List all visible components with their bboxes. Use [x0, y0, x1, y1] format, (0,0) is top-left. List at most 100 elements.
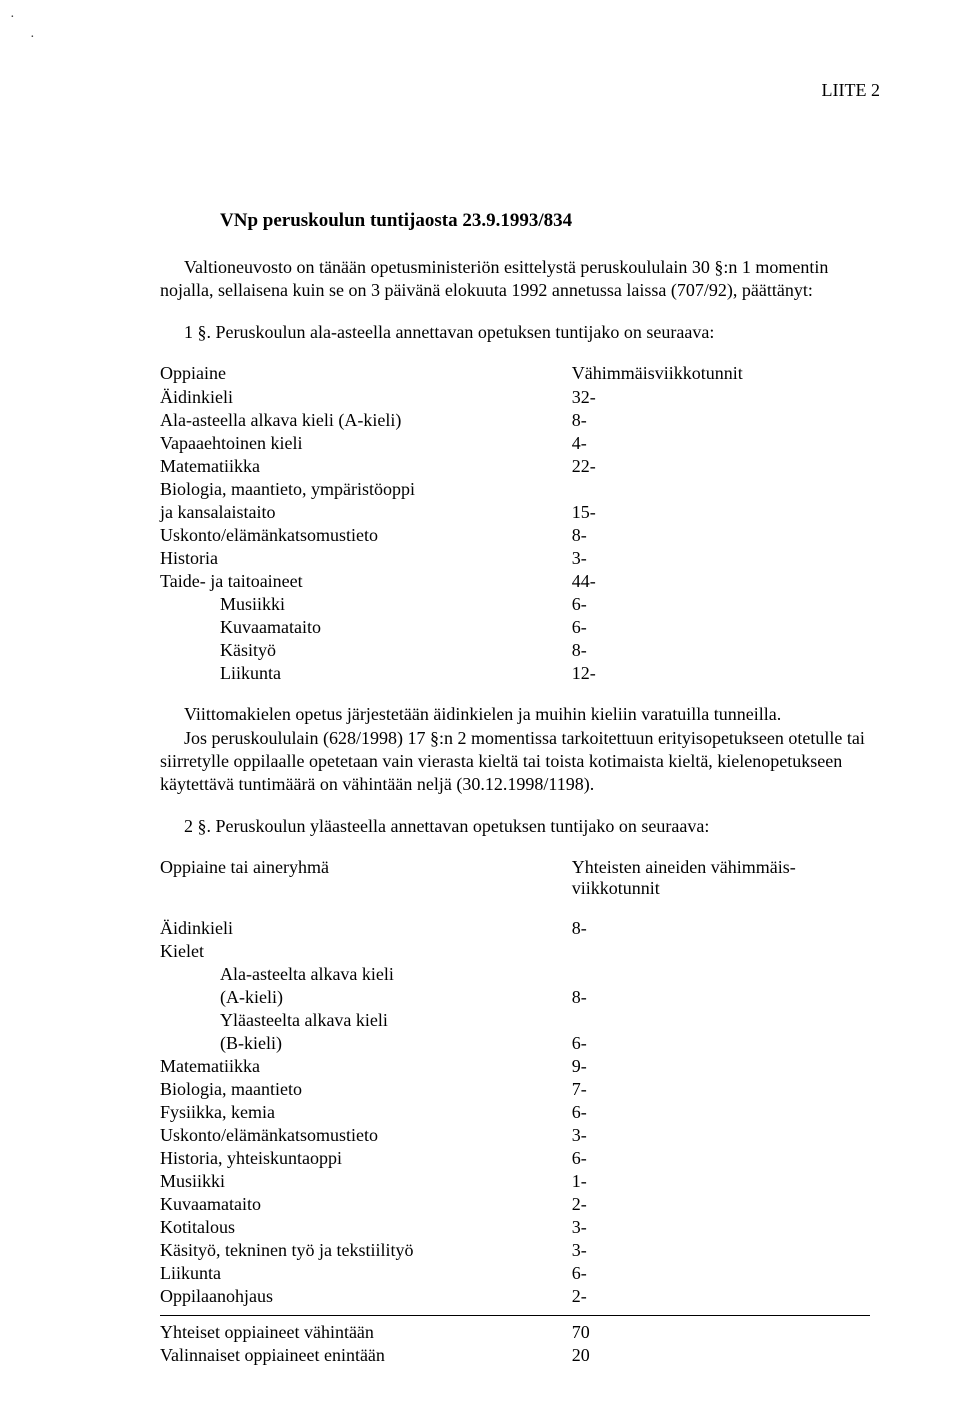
- table-row: Musiikki6-: [160, 593, 870, 616]
- table-row: Ala-asteella alkava kieli (A-kieli)8-: [160, 409, 870, 432]
- table-row: Oppilaanohjaus2-: [160, 1285, 870, 1308]
- value-cell: [572, 963, 870, 986]
- subject-cell: Yläasteelta alkava kieli: [160, 1009, 572, 1032]
- table-row: Liikunta12-: [160, 662, 870, 685]
- value-cell: 6-: [572, 1147, 870, 1170]
- scan-speck: ·: [10, 10, 15, 26]
- value-cell: 1-: [572, 1170, 870, 1193]
- table-row: Biologia, maantieto, ympäristöoppi: [160, 478, 870, 501]
- subject-cell: Äidinkieli: [160, 917, 572, 940]
- document-page: LIITE 2 · · VNp peruskoulun tuntijaosta …: [0, 0, 960, 1427]
- table-total-row: Valinnaiset oppiaineet enintään20: [160, 1344, 870, 1367]
- table-row: Kuvaamataito6-: [160, 616, 870, 639]
- value-cell: 8-: [572, 639, 870, 662]
- table-row: Kielet: [160, 940, 870, 963]
- value-cell: 2-: [572, 1193, 870, 1216]
- subject-cell: Uskonto/elämänkatsomustieto: [160, 524, 572, 547]
- separator-line: [160, 1315, 870, 1316]
- value-cell: 8-: [572, 409, 870, 432]
- table2-head-value-l1: Yhteisten aineiden vähimmäis-: [572, 857, 796, 877]
- table-row: Uskonto/elämänkatsomustieto8-: [160, 524, 870, 547]
- subject-cell: Musiikki: [160, 593, 572, 616]
- section1-intro: 1 §. Peruskoulun ala-asteella annettavan…: [160, 321, 870, 344]
- table-row: (B-kieli)6-: [160, 1032, 870, 1055]
- subject-cell: Äidinkieli: [160, 386, 572, 409]
- subject-cell: Biologia, maantieto, ympäristöoppi: [160, 478, 572, 501]
- table-row: Matematiikka22-: [160, 455, 870, 478]
- value-cell: 3-: [572, 1239, 870, 1262]
- table-row: Historia3-: [160, 547, 870, 570]
- subject-cell: Valinnaiset oppiaineet enintään: [160, 1344, 572, 1367]
- table1-head-value: Vähimmäisviikkotunnit: [572, 362, 870, 386]
- table2-head-subject: Oppiaine tai aineryhmä: [160, 856, 572, 901]
- subject-cell: (A-kieli): [160, 986, 572, 1009]
- section2-intro: 2 §. Peruskoulun yläasteella annettavan …: [160, 815, 870, 838]
- value-cell: 8-: [572, 986, 870, 1009]
- value-cell: 8-: [572, 524, 870, 547]
- subject-cell: Taide- ja taitoaineet: [160, 570, 572, 593]
- table-row: Matematiikka9-: [160, 1055, 870, 1078]
- subject-cell: Historia: [160, 547, 572, 570]
- value-cell: 20: [572, 1344, 870, 1367]
- table-row: Äidinkieli32-: [160, 386, 870, 409]
- subject-cell: Liikunta: [160, 1262, 572, 1285]
- mid-para-line1: Viittomakielen opetus järjestetään äidin…: [160, 703, 870, 726]
- table-row: (A-kieli)8-: [160, 986, 870, 1009]
- value-cell: 3-: [572, 1124, 870, 1147]
- annex-label: LIITE 2: [822, 80, 880, 101]
- table-row: Kuvaamataito2-: [160, 1193, 870, 1216]
- table-total-row: Yhteiset oppiaineet vähintään70: [160, 1321, 870, 1344]
- value-cell: 6-: [572, 593, 870, 616]
- subject-cell: Liikunta: [160, 662, 572, 685]
- value-cell: 7-: [572, 1078, 870, 1101]
- table-row: Käsityö8-: [160, 639, 870, 662]
- intro-paragraph: Valtioneuvosto on tänään opetusministeri…: [160, 256, 870, 303]
- table-row: Vapaaehtoinen kieli4-: [160, 432, 870, 455]
- value-cell: 9-: [572, 1055, 870, 1078]
- value-cell: 32-: [572, 386, 870, 409]
- table-row: Yläasteelta alkava kieli: [160, 1009, 870, 1032]
- subject-cell: Kotitalous: [160, 1216, 572, 1239]
- subject-cell: Historia, yhteiskuntaoppi: [160, 1147, 572, 1170]
- value-cell: 44-: [572, 570, 870, 593]
- value-cell: 15-: [572, 501, 870, 524]
- subject-cell: Käsityö, tekninen työ ja tekstiilityö: [160, 1239, 572, 1262]
- table-row: Fysiikka, kemia6-: [160, 1101, 870, 1124]
- scan-speck: ·: [30, 30, 35, 46]
- subject-cell: Fysiikka, kemia: [160, 1101, 572, 1124]
- subject-cell: Oppilaanohjaus: [160, 1285, 572, 1308]
- table-row: Historia, yhteiskuntaoppi6-: [160, 1147, 870, 1170]
- table-row: Kotitalous3-: [160, 1216, 870, 1239]
- value-cell: 12-: [572, 662, 870, 685]
- value-cell: 3-: [572, 547, 870, 570]
- subject-cell: Yhteiset oppiaineet vähintään: [160, 1321, 572, 1344]
- subject-cell: Ala-asteelta alkava kieli: [160, 963, 572, 986]
- subject-cell: Musiikki: [160, 1170, 572, 1193]
- table-lower-grade: Oppiaine Vähimmäisviikkotunnit Äidinkiel…: [160, 362, 870, 685]
- value-cell: 3-: [572, 1216, 870, 1239]
- document-title: VNp peruskoulun tuntijaosta 23.9.1993/83…: [220, 210, 870, 232]
- value-cell: 8-: [572, 917, 870, 940]
- value-cell: 6-: [572, 1032, 870, 1055]
- value-cell: 70: [572, 1321, 870, 1344]
- table-upper-grade: Oppiaine tai aineryhmä Yhteisten aineide…: [160, 856, 870, 1367]
- value-cell: 6-: [572, 616, 870, 639]
- subject-cell: Ala-asteella alkava kieli (A-kieli): [160, 409, 572, 432]
- value-cell: 4-: [572, 432, 870, 455]
- value-cell: 6-: [572, 1101, 870, 1124]
- table-row: Biologia, maantieto7-: [160, 1078, 870, 1101]
- table-row: Käsityö, tekninen työ ja tekstiilityö3-: [160, 1239, 870, 1262]
- mid-para-line2: Jos peruskoululain (628/1998) 17 §:n 2 m…: [160, 727, 870, 797]
- table-row: Uskonto/elämänkatsomustieto3-: [160, 1124, 870, 1147]
- value-cell: 22-: [572, 455, 870, 478]
- value-cell: [572, 940, 870, 963]
- table-row: Taide- ja taitoaineet44-: [160, 570, 870, 593]
- table-row: Äidinkieli8-: [160, 917, 870, 940]
- mid-paragraph: Viittomakielen opetus järjestetään äidin…: [160, 703, 870, 797]
- value-cell: 2-: [572, 1285, 870, 1308]
- subject-cell: (B-kieli): [160, 1032, 572, 1055]
- table-row: Ala-asteelta alkava kieli: [160, 963, 870, 986]
- subject-cell: Kuvaamataito: [160, 1193, 572, 1216]
- table-row: ja kansalaistaito15-: [160, 501, 870, 524]
- value-cell: [572, 478, 870, 501]
